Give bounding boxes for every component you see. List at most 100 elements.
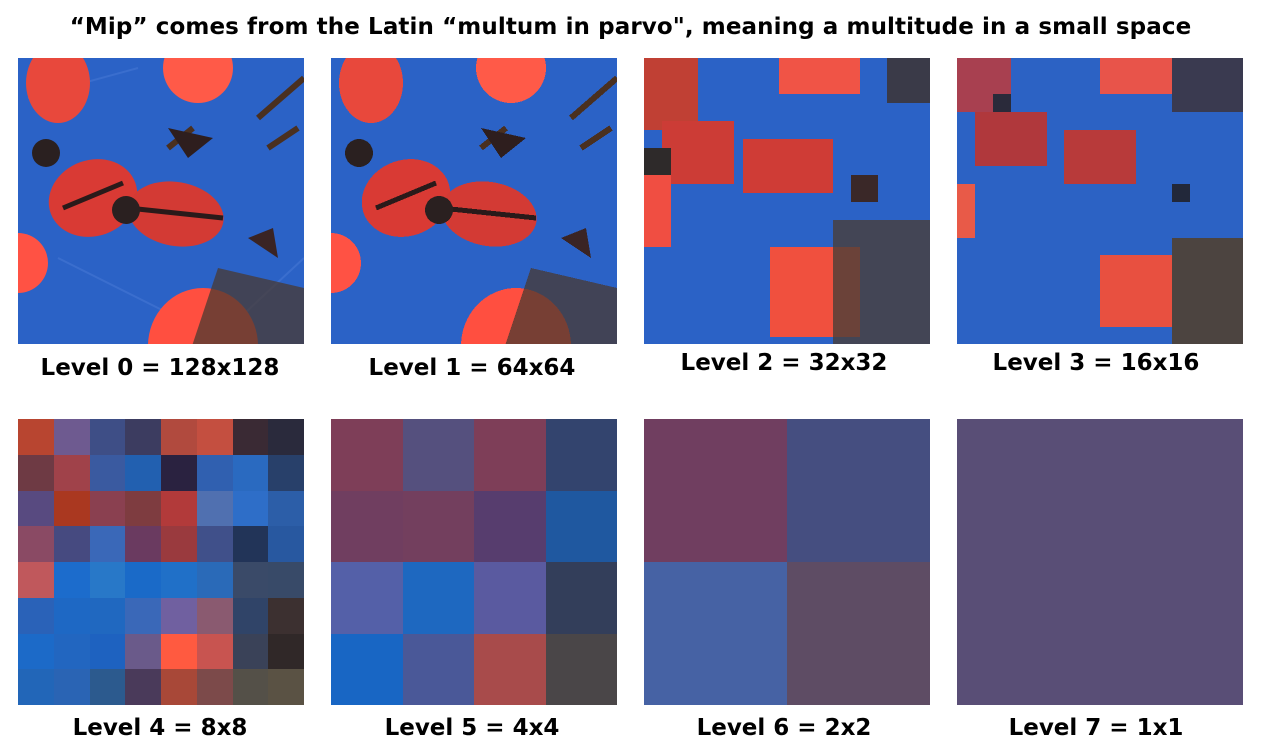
level-1-caption: Level 1 = 64x64: [368, 355, 576, 381]
pixel-cell: [161, 454, 197, 491]
pixel-cell: [18, 633, 54, 670]
pixel-cell: [125, 633, 161, 670]
level-2-caption: Level 2 = 32x32: [680, 350, 888, 376]
mip-level-1-image: [331, 58, 617, 344]
pixel-cell: [268, 633, 304, 670]
pixel-cell: [18, 562, 54, 598]
mip-level-5-image: [331, 419, 617, 705]
pixel-cell: [125, 419, 161, 455]
pixel-cell: [232, 562, 269, 598]
pixel-cell: [402, 633, 474, 705]
level-4-pixel-grid: [18, 419, 304, 705]
pixel-cell: [268, 597, 304, 634]
pixel-cell: [545, 633, 617, 705]
ladybug-cookies-image: [18, 58, 304, 344]
ladybug-cookies-image: [331, 58, 617, 344]
pixel-cell: [53, 454, 90, 491]
pixel-cell: [53, 419, 90, 455]
pixel-cell: [196, 597, 233, 634]
ladybug-cookies-image: [957, 58, 1243, 344]
page-title: “Mip” comes from the Latin “multum in pa…: [69, 14, 1192, 40]
pixel-cell: [89, 669, 126, 705]
pixel-cell: [161, 526, 197, 562]
level-7-caption: Level 7 = 1x1: [1008, 715, 1184, 741]
pixel-cell: [232, 669, 269, 705]
level-6-pixel-grid: [644, 419, 930, 705]
pixel-cell: [232, 526, 269, 562]
pixel-cell: [53, 562, 90, 598]
pixel-cell: [268, 490, 304, 527]
pixel-cell: [53, 526, 90, 562]
pixel-cell: [644, 419, 787, 562]
pixel-cell: [232, 490, 269, 527]
pixel-cell: [196, 490, 233, 527]
pixel-cell: [474, 562, 546, 634]
level-3-caption: Level 3 = 16x16: [992, 350, 1200, 376]
mip-level-2-image: [644, 58, 930, 344]
pixel-cell: [125, 669, 161, 705]
pixel-cell: [161, 419, 197, 455]
pixel-cell: [331, 633, 403, 705]
pixel-cell: [402, 562, 474, 634]
pixel-cell: [53, 597, 90, 634]
pixel-cell: [196, 419, 233, 455]
pixel-cell: [196, 633, 233, 670]
pixel-cell: [268, 454, 304, 491]
pixel-cell: [89, 526, 126, 562]
pixel-cell: [545, 562, 617, 634]
mip-level-3-image: [957, 58, 1243, 344]
pixel-cell: [18, 669, 54, 705]
pixel-cell: [161, 562, 197, 598]
pixel-cell: [545, 490, 617, 562]
pixel-cell: [18, 597, 54, 634]
pixel-cell: [268, 526, 304, 562]
level-6-caption: Level 6 = 2x2: [696, 715, 872, 741]
pixel-cell: [125, 490, 161, 527]
pixel-cell: [331, 419, 403, 491]
pixel-cell: [161, 490, 197, 527]
pixel-cell: [125, 454, 161, 491]
pixel-cell: [161, 669, 197, 705]
pixel-cell: [125, 526, 161, 562]
ladybug-cookies-image: [644, 58, 930, 344]
pixel-cell: [474, 490, 546, 562]
pixel-cell: [787, 562, 930, 705]
pixel-cell: [196, 454, 233, 491]
pixel-cell: [268, 562, 304, 598]
pixel-cell: [196, 669, 233, 705]
level-5-caption: Level 5 = 4x4: [384, 715, 560, 741]
pixel-cell: [53, 669, 90, 705]
pixel-cell: [89, 597, 126, 634]
pixel-cell: [53, 633, 90, 670]
pixel-cell: [53, 490, 90, 527]
pixel-cell: [474, 419, 546, 491]
pixel-cell: [196, 562, 233, 598]
level-5-pixel-grid: [331, 419, 617, 705]
pixel-cell: [268, 419, 304, 455]
pixel-cell: [18, 526, 54, 562]
level-0-caption: Level 0 = 128x128: [40, 355, 280, 381]
pixel-cell: [545, 419, 617, 491]
mip-level-6-image: [644, 419, 930, 705]
pixel-cell: [18, 490, 54, 527]
pixel-cell: [402, 490, 474, 562]
pixel-cell: [196, 526, 233, 562]
pixel-cell: [957, 419, 1243, 705]
mip-level-4-image: [18, 419, 304, 705]
pixel-cell: [331, 562, 403, 634]
pixel-cell: [402, 419, 474, 491]
pixel-cell: [268, 669, 304, 705]
pixel-cell: [18, 454, 54, 491]
pixel-cell: [18, 419, 54, 455]
pixel-cell: [125, 597, 161, 634]
pixel-cell: [89, 419, 126, 455]
pixel-cell: [232, 419, 269, 455]
level-4-caption: Level 4 = 8x8: [72, 715, 248, 741]
pixel-cell: [232, 597, 269, 634]
pixel-cell: [474, 633, 546, 705]
pixel-cell: [232, 633, 269, 670]
mip-level-7-image: [957, 419, 1243, 705]
pixel-cell: [89, 633, 126, 670]
pixel-cell: [232, 454, 269, 491]
pixel-cell: [89, 454, 126, 491]
